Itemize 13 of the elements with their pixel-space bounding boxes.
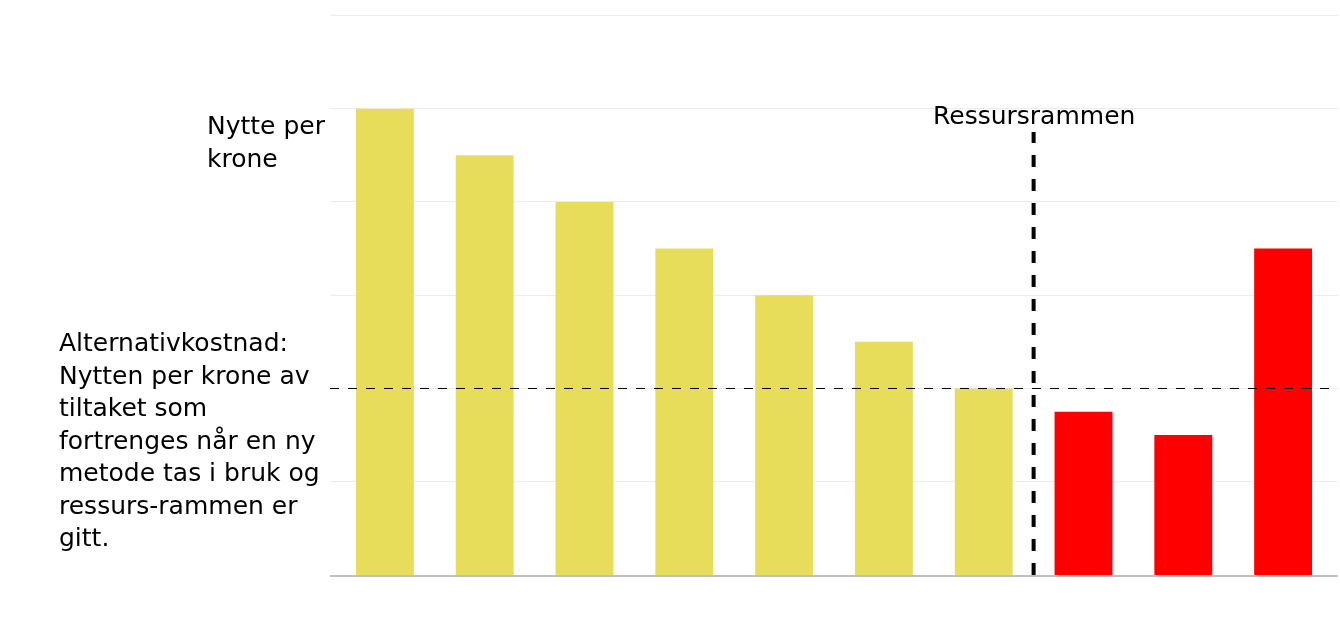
y-axis-title: Nytte per krone bbox=[207, 111, 326, 173]
bar bbox=[1254, 248, 1313, 575]
bar bbox=[755, 295, 814, 575]
bar bbox=[1154, 435, 1213, 575]
bar bbox=[854, 341, 913, 575]
ref-line-label: Alternativkostnad: Nytten per krone av tiltaket som fortrenges når en ny metode tas i bruk og ressurs-rammen er gitt. bbox=[59, 328, 320, 552]
bar bbox=[455, 155, 514, 575]
bar bbox=[1054, 411, 1113, 575]
annotation: Ressursrammen bbox=[933, 101, 1136, 130]
bar bbox=[655, 248, 714, 575]
bar bbox=[555, 201, 614, 575]
bar bbox=[954, 388, 1013, 575]
bar bbox=[355, 108, 414, 575]
